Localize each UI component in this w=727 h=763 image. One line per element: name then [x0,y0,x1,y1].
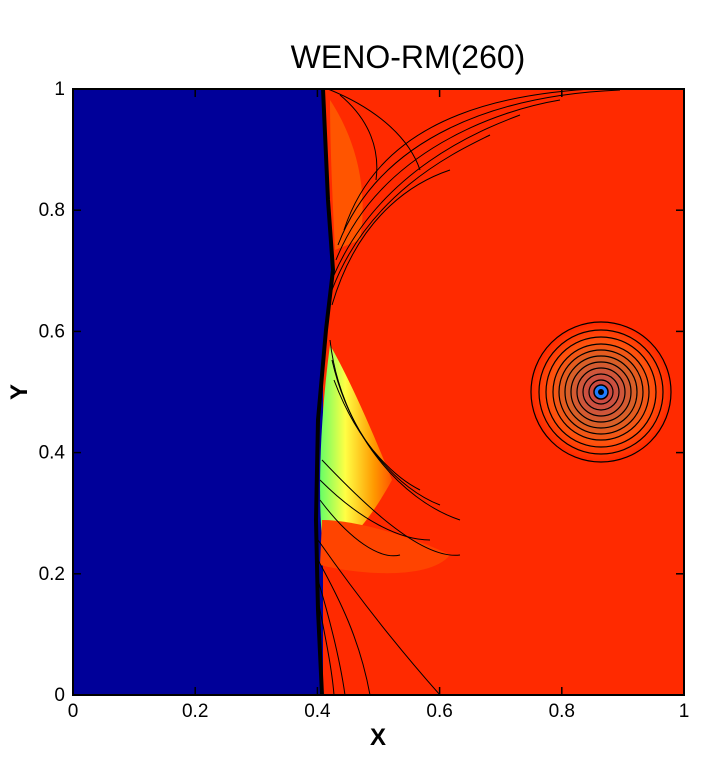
y-axis-title: Y [6,384,33,400]
y-tick-label: 1 [54,79,65,100]
x-axis: 0 0.2 0.4 0.6 0.8 1 [68,89,690,722]
plot-frame [72,88,685,696]
chart-title: WENO-RM(260) [291,39,526,75]
shock-front-line [313,89,336,695]
y-tick-label: 0.8 [39,200,65,221]
x-tick-label: 0.8 [549,701,575,722]
y-axis: 0 0.2 0.4 0.6 0.8 1 [39,79,684,706]
vortex [530,321,672,463]
x-tick-label: 0 [68,701,79,722]
x-tick-label: 1 [679,701,690,722]
orange-lobe-lower [320,520,450,574]
orange-lobe-upper [330,100,363,250]
density-field [73,89,684,695]
x-tick-label: 0.2 [182,701,208,722]
y-tick-label: 0.2 [39,564,65,585]
x-tick-label: 0.6 [426,701,452,722]
contour-lines [317,89,684,695]
y-tick-label: 0.4 [39,443,66,464]
shock-front-fill [73,89,333,695]
x-tick-label: 0.4 [304,701,331,722]
lens-region [320,345,392,546]
y-tick-label: 0.6 [39,321,65,342]
y-tick-label: 0 [54,685,65,706]
x-axis-title: X [370,724,386,751]
